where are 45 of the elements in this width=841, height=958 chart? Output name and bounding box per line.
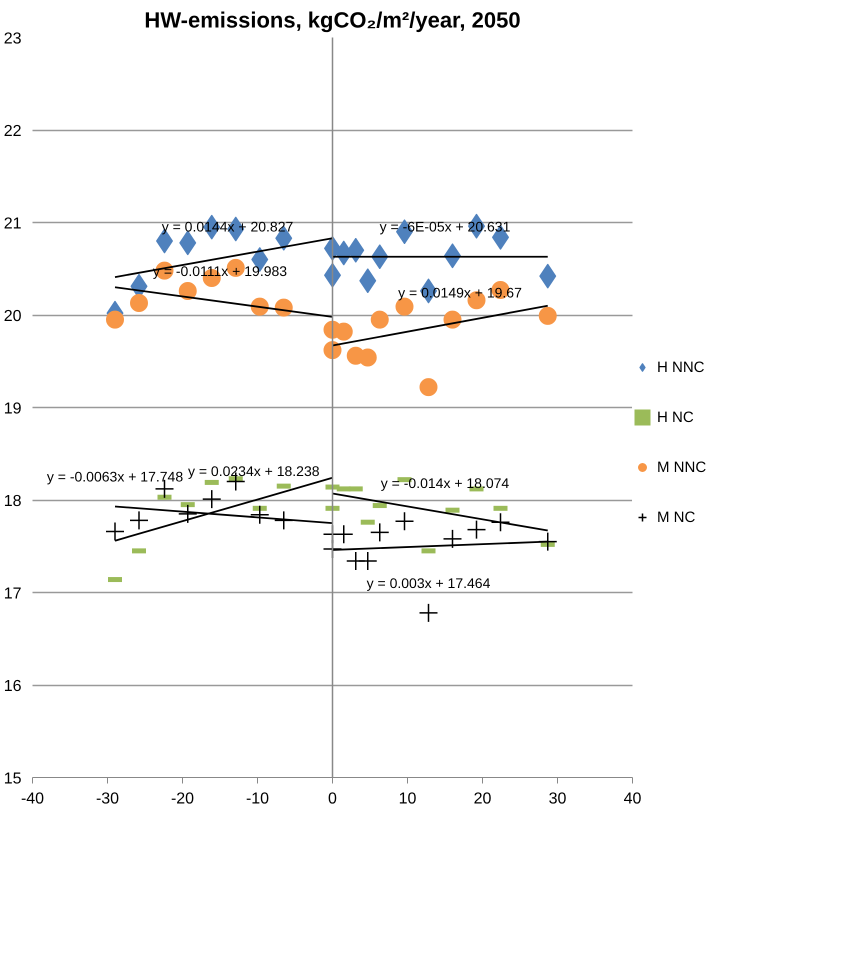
legend-label: M NNC [657,458,706,476]
x-tick-label: 20 [474,790,492,808]
x-tick-label: 0 [328,790,338,808]
annotation: y = 0.0234x + 18.238 [188,462,320,479]
y-tick-label: 16 [4,678,22,695]
y-tick-label: 17 [4,586,22,602]
x-tick-label: 40 [624,790,642,808]
annotation: y = -0.014x + 18.074 [380,474,510,491]
y-tick-label: 18 [4,493,22,510]
x-tick-label: 30 [548,790,566,808]
y-tick-label: 20 [4,308,22,325]
point [178,282,197,300]
point [129,510,149,530]
chart-title: HW-emissions, kgCO₂/m²/year, 2050 [144,8,521,32]
x-tick-label: 10 [398,790,416,808]
annotation: y = 0.003x + 17.464 [366,574,491,591]
y-tick-label: 21 [4,216,22,232]
point [394,512,414,532]
x-tick-label: -40 [20,790,44,808]
point [442,529,462,549]
y-tick-label: 23 [4,30,22,48]
point [178,504,198,524]
y-tick-label: 15 [4,770,22,788]
point [130,294,148,312]
y-tick-label: 22 [4,123,22,140]
legend-label: M NC [657,508,696,526]
x-tick-label: -30 [96,790,120,808]
legend-label: H NC [657,408,694,426]
point [370,522,390,542]
annotation: y = -0.0063x + 17.748 [46,468,184,484]
x-tick-label: -10 [246,790,270,808]
point [202,489,222,509]
x-tick-label: -20 [170,790,194,808]
point [466,520,486,540]
point [420,378,438,396]
point [358,348,377,367]
y-tick-label: 19 [4,400,22,418]
point [358,551,378,571]
point [106,310,124,329]
point [370,310,389,329]
legend-label: H NNC [657,358,704,376]
point [418,603,438,623]
point [250,505,270,525]
point [490,512,510,532]
point [538,306,557,325]
